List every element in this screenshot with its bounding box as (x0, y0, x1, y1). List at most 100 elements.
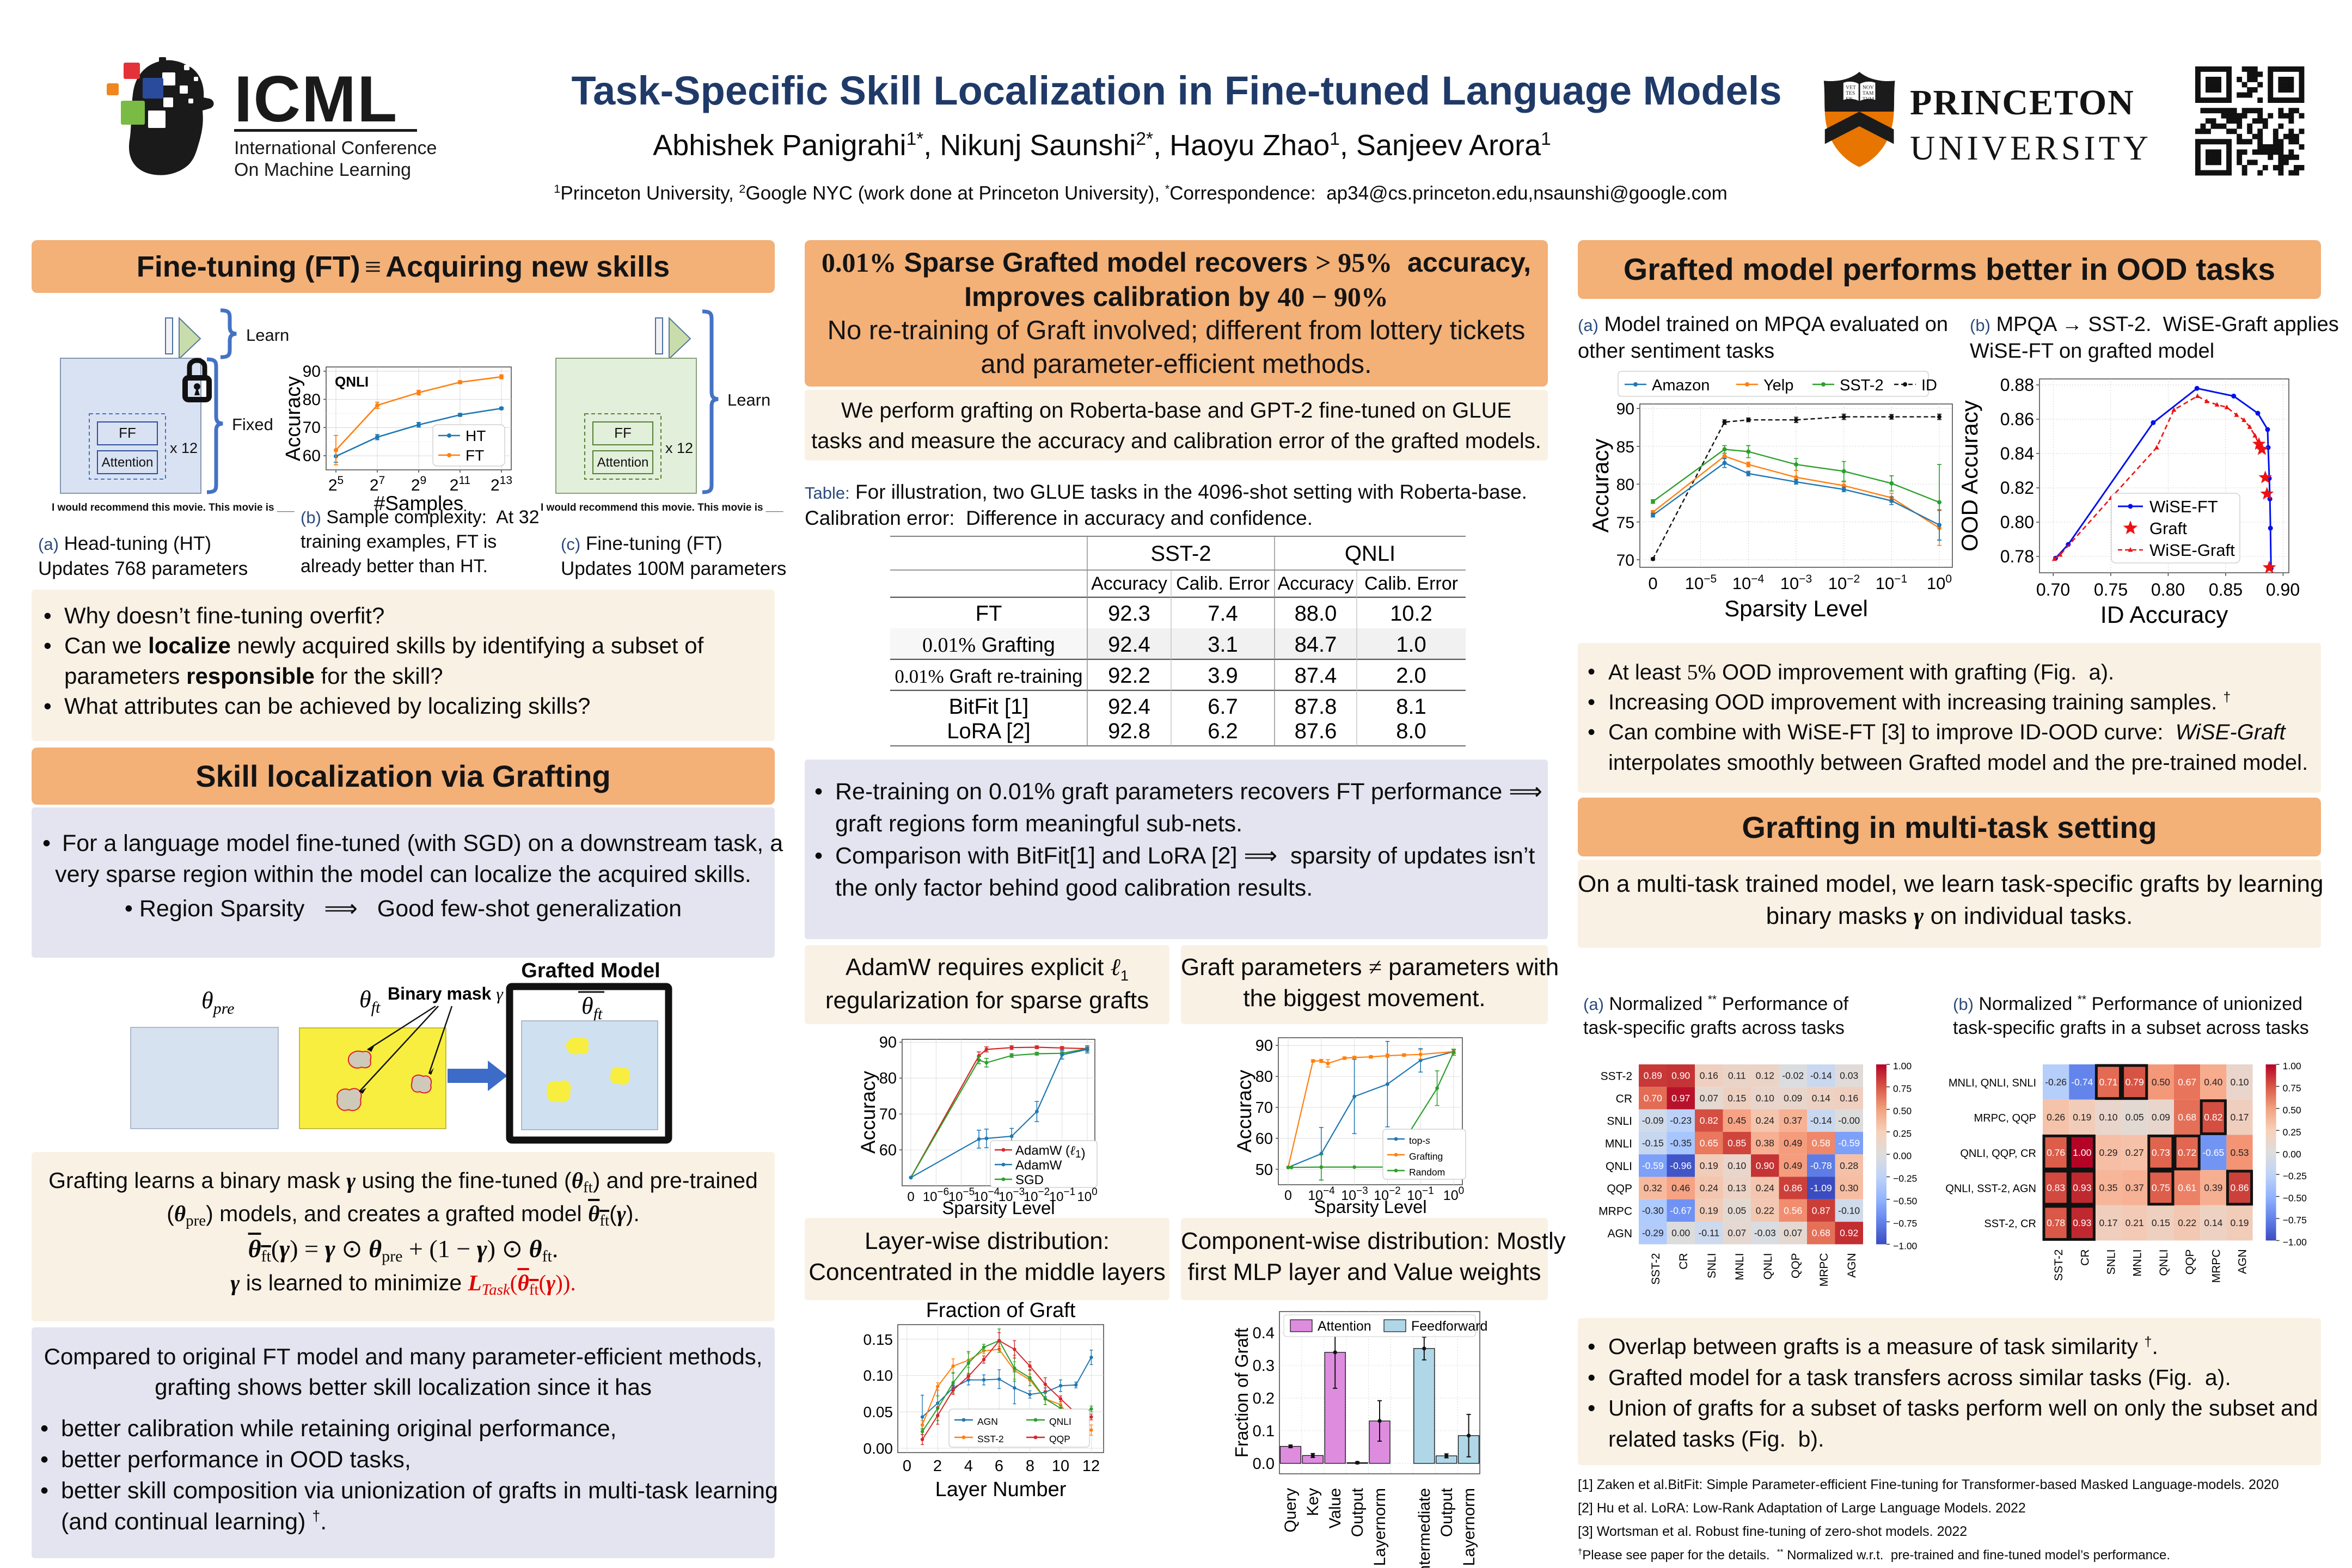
svg-text:Sparsity Level: Sparsity Level (1724, 596, 1868, 621)
svg-text:ID Accuracy: ID Accuracy (2100, 602, 2228, 628)
svg-text:0.00: 0.00 (1893, 1150, 1912, 1161)
svg-text:0.78: 0.78 (2000, 547, 2034, 566)
svg-text:PRINCETON: PRINCETON (1910, 83, 2135, 122)
svg-text:SST-2: SST-2 (1150, 542, 1211, 566)
svg-text:0.15: 0.15 (2152, 1217, 2170, 1228)
svg-text:75: 75 (1616, 514, 1634, 532)
svg-text:1.00: 1.00 (2283, 1061, 2301, 1071)
svg-text:Graft: Graft (2149, 519, 2187, 538)
svg-text:0.78: 0.78 (2047, 1217, 2065, 1228)
svg-text:0.92: 0.92 (1840, 1228, 1858, 1239)
svg-text:0.90: 0.90 (2266, 580, 2300, 599)
svg-text:0: 0 (907, 1190, 914, 1204)
svg-text:0.10: 0.10 (2099, 1112, 2117, 1123)
svg-text:0.03: 0.03 (1840, 1070, 1858, 1081)
svg-text:0.01% Grafting: 0.01% Grafting (922, 634, 1055, 657)
svg-text:2.0: 2.0 (1396, 664, 1426, 688)
svg-text:0.28: 0.28 (1840, 1160, 1858, 1171)
svg-text:0.10: 0.10 (863, 1367, 893, 1384)
svg-text:QNLI: QNLI (2158, 1250, 2170, 1276)
svg-text:-0.74: -0.74 (2071, 1076, 2093, 1087)
svg-text:100: 100 (1927, 573, 1952, 593)
svg-text:TES: TES (1846, 90, 1855, 96)
svg-text:Yelp: Yelp (1763, 377, 1793, 394)
svg-text:Output: Output (1438, 1487, 1456, 1537)
svg-text:Accuracy: Accuracy (857, 1070, 879, 1154)
svg-text:87.6: 87.6 (1295, 719, 1337, 743)
svg-text:AGN: AGN (1846, 1253, 1858, 1278)
svg-text:90: 90 (303, 363, 321, 381)
svg-text:0.76: 0.76 (2047, 1147, 2065, 1158)
svg-text:0.05: 0.05 (1728, 1205, 1746, 1216)
svg-text:0.3: 0.3 (1253, 1357, 1275, 1375)
svg-text:International Conference: International Conference (234, 138, 437, 158)
svg-text:0.50: 0.50 (1893, 1106, 1912, 1117)
svg-text:0.14: 0.14 (2204, 1217, 2222, 1228)
svg-text:Attention: Attention (1318, 1319, 1371, 1334)
svg-text:AdamW: AdamW (1015, 1158, 1062, 1173)
svg-text:0.82: 0.82 (2204, 1112, 2222, 1123)
svg-text:0.2: 0.2 (1253, 1390, 1275, 1407)
svg-text:Grafting: Grafting (1409, 1151, 1443, 1162)
svg-text:10−5: 10−5 (1685, 573, 1717, 593)
svg-text:0.80: 0.80 (2151, 580, 2185, 599)
svg-text:Calib. Error: Calib. Error (1364, 573, 1458, 594)
svg-text:0.19: 0.19 (1700, 1205, 1718, 1216)
svg-text:92.4: 92.4 (1108, 633, 1150, 657)
svg-text:FF: FF (614, 425, 632, 441)
svg-text:0: 0 (1284, 1188, 1292, 1203)
svg-text:−1.00: −1.00 (1893, 1240, 1918, 1251)
svg-text:70: 70 (303, 419, 321, 437)
svg-text:0.75: 0.75 (2283, 1082, 2301, 1093)
svg-text:1.00: 1.00 (2073, 1147, 2091, 1158)
svg-text:88.0: 88.0 (1295, 602, 1337, 626)
svg-text:VET: VET (1846, 85, 1856, 91)
svg-text:Query: Query (1282, 1488, 1300, 1533)
svg-text:0.15: 0.15 (863, 1331, 893, 1348)
svg-text:211: 211 (450, 474, 471, 494)
svg-text:-0.14: -0.14 (1810, 1070, 1832, 1081)
svg-text:CR: CR (1616, 1093, 1632, 1105)
svg-text:6.2: 6.2 (1208, 719, 1238, 743)
svg-text:0.50: 0.50 (2283, 1105, 2301, 1116)
svg-text:−0.25: −0.25 (2283, 1171, 2307, 1181)
svg-text:AGN: AGN (977, 1416, 998, 1427)
svg-text:0.68: 0.68 (2178, 1112, 2196, 1123)
svg-text:Accuracy: Accuracy (1278, 573, 1354, 594)
svg-text:0.72: 0.72 (2178, 1147, 2196, 1158)
svg-text:Accuracy: Accuracy (1091, 573, 1167, 594)
svg-text:Binary mask γ: Binary mask γ (388, 984, 504, 1003)
svg-text:Learn: Learn (246, 326, 289, 345)
svg-text:Feedforward: Feedforward (1411, 1319, 1487, 1334)
svg-text:0.05: 0.05 (2126, 1112, 2144, 1123)
svg-text:0.1: 0.1 (1253, 1423, 1275, 1440)
svg-text:ICML: ICML (234, 63, 398, 136)
svg-text:0.86: 0.86 (2230, 1183, 2249, 1193)
svg-text:10.2: 10.2 (1390, 602, 1432, 626)
svg-text:MNLI, QNLI, SNLI: MNLI, QNLI, SNLI (1949, 1077, 2036, 1089)
svg-text:90: 90 (1616, 400, 1634, 418)
svg-text:92.4: 92.4 (1108, 695, 1150, 719)
svg-text:0.80: 0.80 (2000, 512, 2034, 532)
svg-text:WiSE-Graft: WiSE-Graft (2149, 541, 2235, 560)
svg-text:TAM: TAM (1863, 90, 1874, 96)
svg-text:0.17: 0.17 (2099, 1217, 2117, 1228)
svg-text:Layernorm: Layernorm (1460, 1488, 1478, 1566)
svg-text:SST-2: SST-2 (1650, 1253, 1662, 1284)
svg-text:213: 213 (491, 474, 512, 494)
svg-text:Value: Value (1326, 1488, 1344, 1529)
svg-text:SST-2, CR: SST-2, CR (1984, 1218, 2036, 1230)
svg-text:0.97: 0.97 (1671, 1093, 1690, 1104)
svg-text:0.46: 0.46 (1671, 1183, 1690, 1193)
svg-text:80: 80 (303, 391, 321, 409)
svg-text:AdamW (ℓ1): AdamW (ℓ1) (1015, 1143, 1086, 1161)
svg-text:0.26: 0.26 (2047, 1112, 2065, 1123)
svg-text:0.53: 0.53 (2230, 1147, 2249, 1158)
svg-text:0.39: 0.39 (2204, 1183, 2222, 1193)
svg-text:0.35: 0.35 (2099, 1183, 2117, 1193)
svg-text:0.12: 0.12 (1756, 1070, 1774, 1081)
svg-text:0.09: 0.09 (2152, 1112, 2170, 1123)
svg-text:SST-2: SST-2 (977, 1434, 1004, 1444)
svg-text:SNLI: SNLI (1706, 1253, 1718, 1278)
svg-text:0.85: 0.85 (1728, 1138, 1746, 1149)
